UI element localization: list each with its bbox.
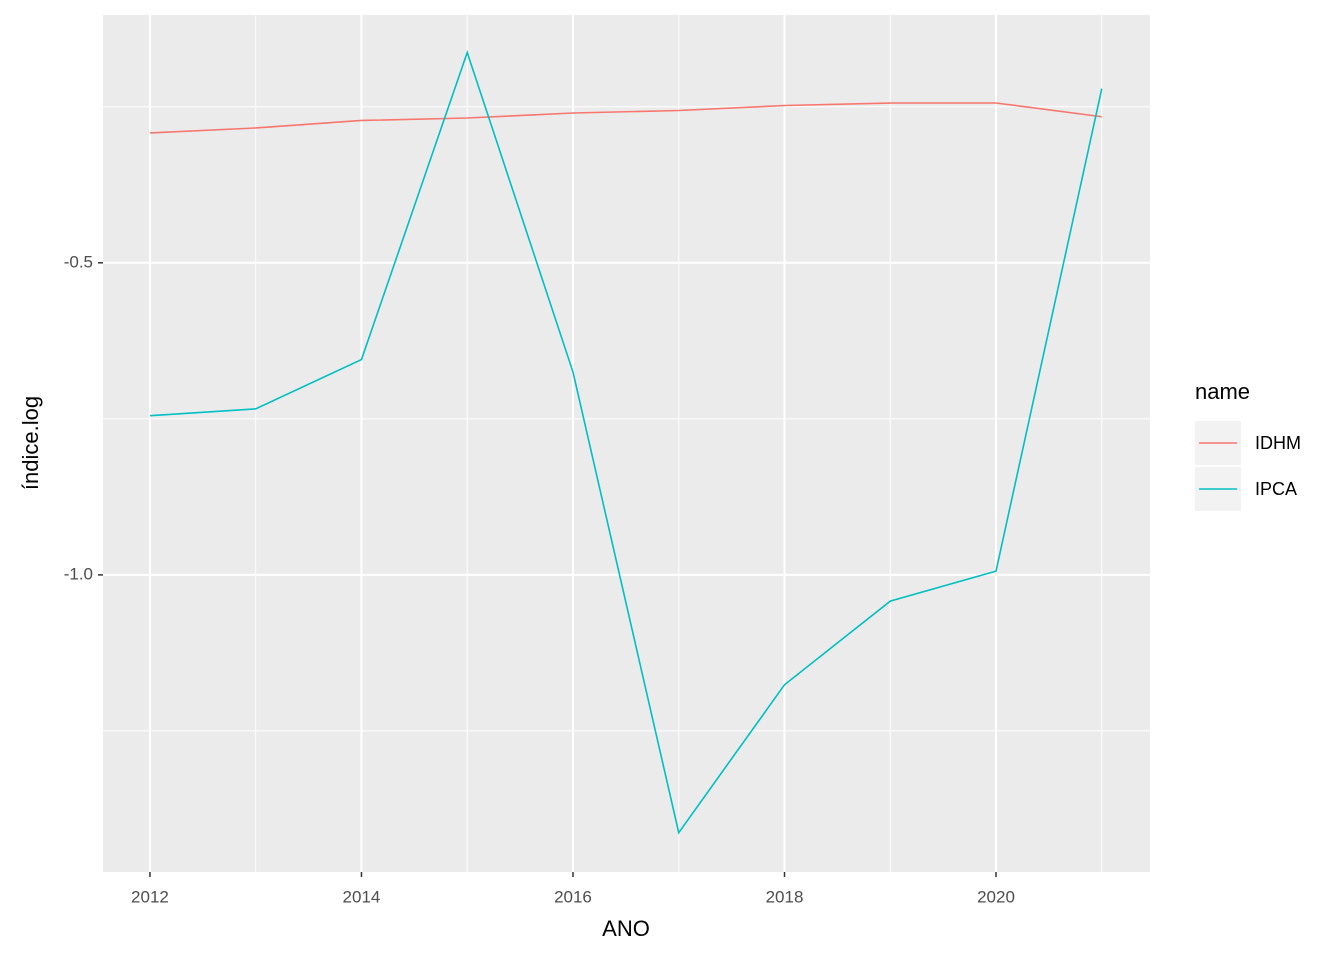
series-line (149, 102, 1102, 134)
y-tick-label: -1.0 (64, 564, 93, 583)
x-axis-title: ANO (602, 916, 650, 941)
series-line (149, 49, 1103, 835)
x-tick-label: 2018 (766, 887, 804, 906)
x-tick-label: 2016 (554, 887, 592, 906)
x-tick-label: 2012 (131, 887, 169, 906)
x-tick-label: 2020 (977, 887, 1015, 906)
legend-label: IPCA (1255, 479, 1297, 499)
panel (103, 15, 1150, 872)
y-tick-label: -0.5 (64, 252, 93, 271)
legend-title: name (1195, 379, 1250, 404)
y-axis-title: índice.log (18, 396, 43, 490)
x-tick-label: 2014 (343, 887, 381, 906)
legend-label: IDHM (1255, 433, 1301, 453)
